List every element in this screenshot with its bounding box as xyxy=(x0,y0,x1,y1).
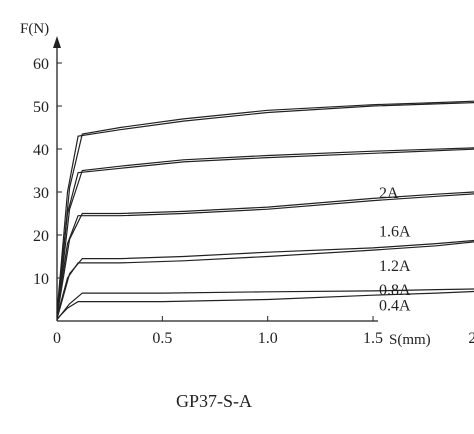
series-label: 2A xyxy=(379,185,399,202)
series-label: 0.4A xyxy=(379,298,411,315)
series-line-1.2A xyxy=(56,191,474,317)
y-tick-label: 40 xyxy=(33,142,49,159)
axes xyxy=(53,36,378,322)
x-tick-label: 1.0 xyxy=(258,330,278,347)
series-line-2A xyxy=(56,101,474,313)
series-line-0.8A xyxy=(56,239,474,320)
x-tick-label: 1.5 xyxy=(363,330,383,347)
chart-caption: GP37-S-A xyxy=(176,391,252,411)
series-label: 1.6A xyxy=(379,224,411,241)
curves xyxy=(56,100,474,321)
series-label: 0.8A xyxy=(379,282,411,299)
series-line-1.6A xyxy=(56,147,474,317)
y-axis-label: F(N) xyxy=(20,21,49,37)
x-tick-label: 0.5 xyxy=(152,330,172,347)
series-line-0.4A xyxy=(56,290,474,320)
series-line-1.2A xyxy=(56,193,474,313)
series-line-0.8A xyxy=(56,241,474,317)
series-label: 1.2A xyxy=(379,258,411,275)
series-line-2A xyxy=(56,100,474,317)
series-labels: 2A 1.6A 1.2A 0.8A0.4A xyxy=(379,185,411,315)
ticks: 00.51.01.52.02.53.0102030405060 xyxy=(33,56,474,347)
y-axis-arrow xyxy=(53,36,61,48)
series-line-1.6A xyxy=(56,148,474,313)
x-tick-label: 0 xyxy=(53,330,61,347)
y-tick-label: 10 xyxy=(33,271,49,288)
y-tick-label: 30 xyxy=(33,185,49,202)
x-tick-label: 2.0 xyxy=(468,330,474,347)
x-axis-label: S(mm) xyxy=(389,332,431,348)
y-tick-label: 50 xyxy=(33,99,49,116)
y-tick-label: 60 xyxy=(33,56,49,73)
y-tick-label: 20 xyxy=(33,228,49,245)
series-line-0.4A xyxy=(56,288,474,321)
